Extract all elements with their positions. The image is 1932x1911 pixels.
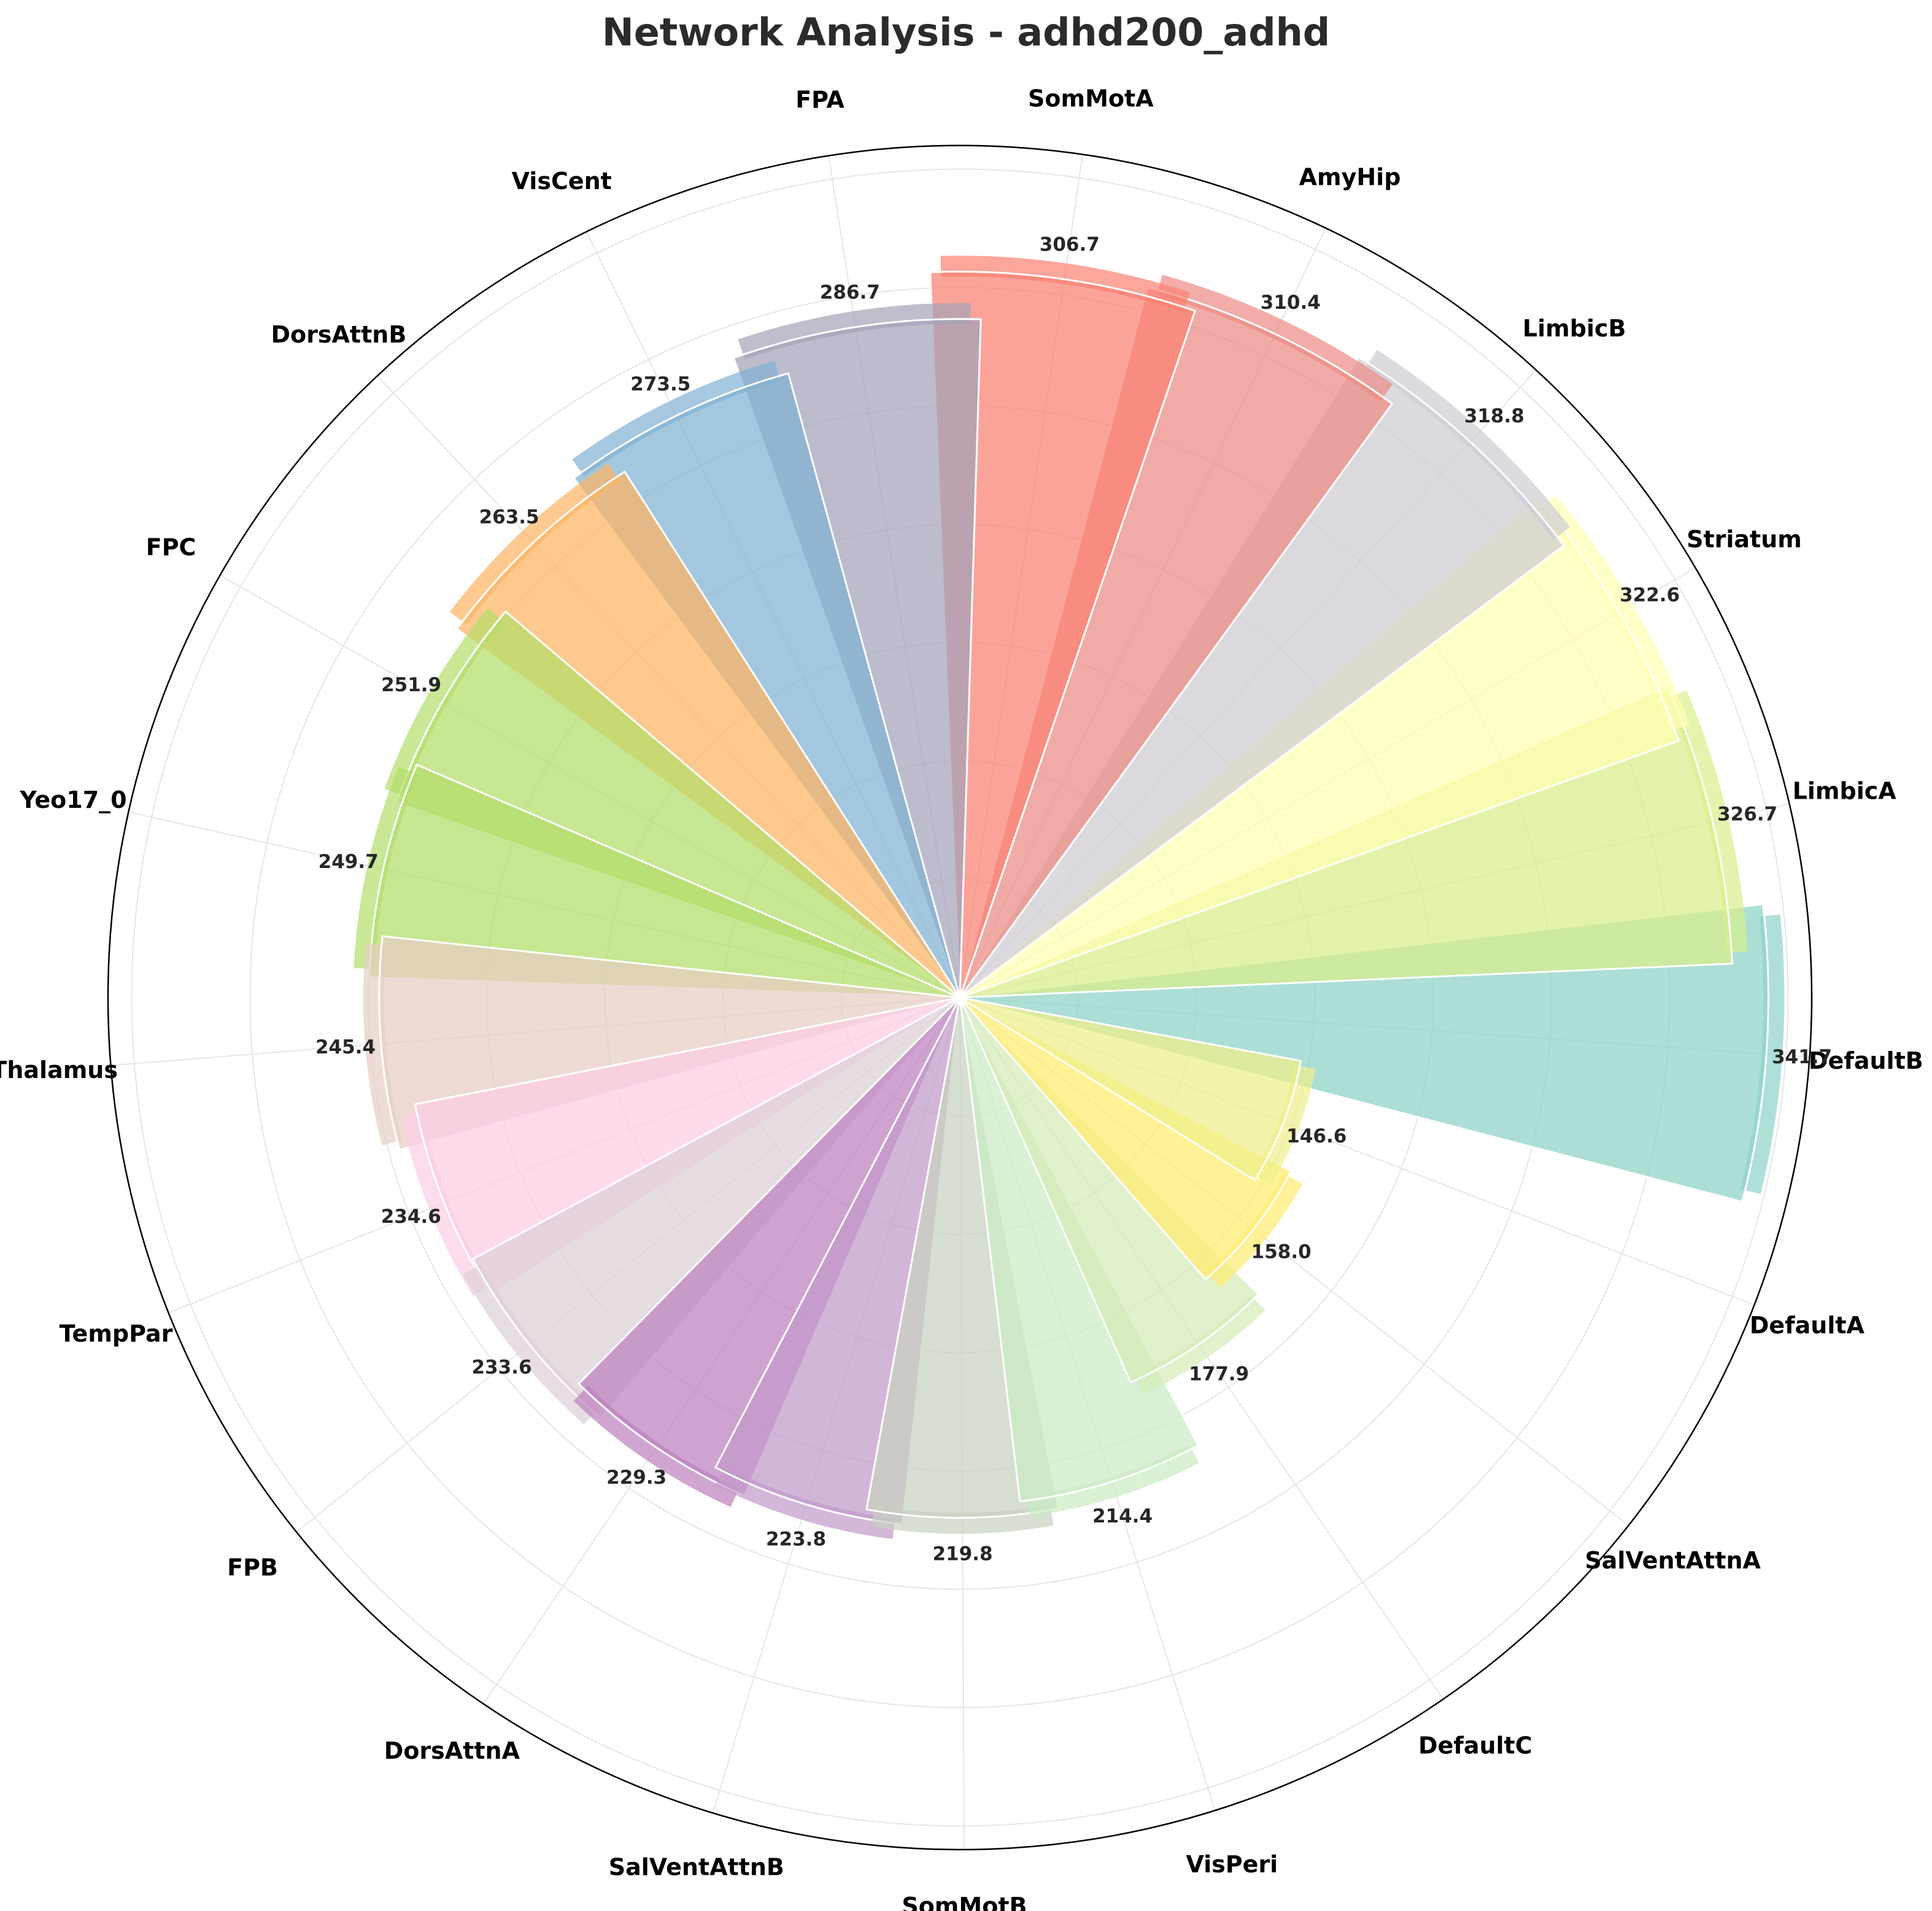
category-label: SalVentAttnB xyxy=(609,1853,784,1880)
category-label: TempPar xyxy=(60,1320,173,1347)
category-label: FPC xyxy=(146,533,196,560)
bar-defaultc xyxy=(959,996,1260,1384)
bar-sommota xyxy=(929,271,1197,998)
value-label: 341.7 xyxy=(1772,1046,1832,1068)
category-label: DorsAttnB xyxy=(271,321,407,348)
value-label: 322.6 xyxy=(1620,584,1680,607)
category-label: SomMotB xyxy=(902,1893,1027,1911)
value-label: 310.4 xyxy=(1261,292,1321,314)
value-label: 214.4 xyxy=(1092,1505,1153,1527)
value-label: 306.7 xyxy=(1040,233,1100,255)
category-label: LimbicB xyxy=(1523,315,1626,342)
category-label: DefaultA xyxy=(1750,1312,1865,1339)
category-label: DefaultC xyxy=(1418,1732,1532,1759)
category-label: SomMotA xyxy=(1028,85,1154,112)
value-label: 234.6 xyxy=(381,1206,441,1228)
category-label: VisCent xyxy=(512,168,612,195)
bar-dorsattnb xyxy=(455,470,961,999)
polar-frame xyxy=(107,144,1813,1851)
bar-rim xyxy=(1134,1295,1265,1395)
value-label: 273.5 xyxy=(630,373,690,395)
value-label: 223.8 xyxy=(766,1528,826,1550)
bar-salventattna xyxy=(959,996,1293,1281)
value-label: 263.5 xyxy=(479,506,539,528)
value-label: 245.4 xyxy=(315,1036,376,1058)
category-label: Striatum xyxy=(1687,526,1802,553)
bar-limbicb xyxy=(959,355,1566,999)
category-label: DefaultB xyxy=(1809,1047,1923,1074)
value-labels: 341.7 326.7 322.6 318.8 310.4 306.7 286.7 273.5… xyxy=(315,233,1832,1565)
bar-defaulta xyxy=(959,996,1302,1182)
category-label: SalVentAttnA xyxy=(1585,1547,1761,1574)
value-label: 229.3 xyxy=(606,1467,667,1489)
category-label: DorsAttnA xyxy=(384,1737,520,1764)
bars xyxy=(354,255,1785,1540)
chart-title: Network Analysis - adhd200_adhd xyxy=(602,10,1330,55)
category-label: Yeo17_0 xyxy=(19,786,126,813)
value-label: 219.8 xyxy=(932,1543,992,1565)
value-label: 251.9 xyxy=(381,674,441,696)
value-label: 177.9 xyxy=(1189,1363,1249,1386)
value-label: 158.0 xyxy=(1251,1241,1312,1263)
bar-rim xyxy=(1206,1173,1303,1288)
value-label: 318.8 xyxy=(1464,405,1524,427)
category-label: FPA xyxy=(795,87,844,114)
category-label: VisPeri xyxy=(1186,1851,1278,1878)
value-label: 326.7 xyxy=(1717,803,1777,825)
category-labels: DefaultB LimbicA Striatum LimbicB AmyHip SomM… xyxy=(0,85,1923,1911)
grid-ring xyxy=(131,168,1789,1827)
value-label: 286.7 xyxy=(820,282,880,304)
bar-viscent xyxy=(572,372,961,998)
category-label: LimbicA xyxy=(1793,778,1897,805)
category-label: FPB xyxy=(227,1554,278,1581)
value-label: 146.6 xyxy=(1286,1125,1347,1147)
category-label: AmyHip xyxy=(1299,163,1401,190)
value-label: 233.6 xyxy=(471,1356,531,1378)
category-label: Thalamus xyxy=(0,1056,118,1083)
bar-rim xyxy=(1667,690,1748,953)
value-label: 249.7 xyxy=(319,851,379,873)
